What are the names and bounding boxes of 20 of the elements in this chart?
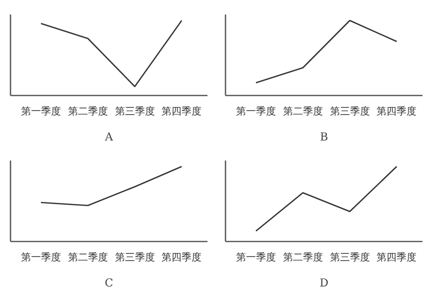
x-tick-label: 第三季度 — [114, 252, 155, 264]
x-axis-title: C — [104, 276, 114, 290]
x-tick-label: 第一季度 — [20, 252, 61, 264]
x-tick-label: 第四季度 — [376, 252, 417, 264]
x-tick-label: 第三季度 — [330, 106, 370, 118]
x-tick-label: 第二季度 — [68, 106, 108, 118]
x-tick-label: 第四季度 — [376, 106, 417, 118]
x-tick-label: 第二季度 — [68, 252, 108, 264]
x-tick-label: 第三季度 — [330, 252, 370, 264]
x-tick-label: 第一季度 — [20, 106, 61, 118]
x-tick-label: 第一季度 — [236, 252, 276, 264]
x-tick-label: 第三季度 — [114, 106, 155, 118]
x-axis-title: A — [104, 130, 114, 144]
x-axis-title: D — [320, 276, 329, 290]
x-tick-label: 第四季度 — [162, 106, 202, 118]
x-tick-label: 第一季度 — [236, 106, 276, 118]
x-tick-label: 第二季度 — [282, 106, 323, 118]
x-axis-title: B — [320, 130, 328, 144]
x-tick-label: 第四季度 — [162, 252, 202, 264]
x-tick-label: 第二季度 — [282, 252, 323, 264]
